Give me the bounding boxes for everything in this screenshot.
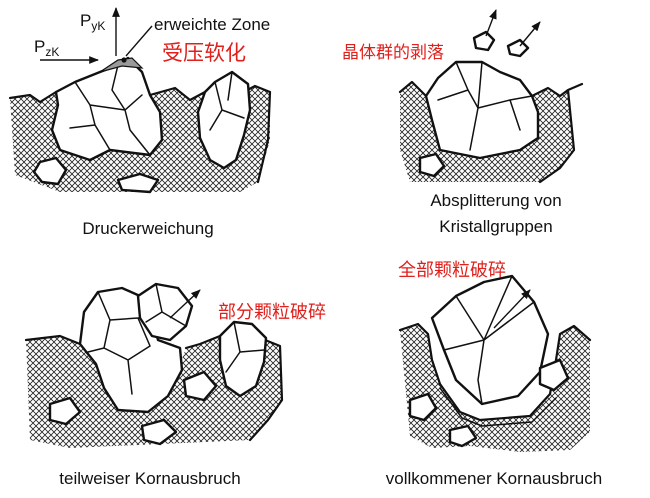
grain-right-cracks (225, 321, 265, 373)
binder-matrix (400, 324, 590, 452)
force-label-horizontal: PzK (34, 37, 59, 59)
grain-full-cracks (443, 275, 535, 405)
grain-group (424, 60, 540, 160)
grain-full-breakout (430, 274, 550, 406)
annotation-leader (125, 25, 153, 57)
annotation-cn-partial-breakout: 部分颗粒破碎 (218, 302, 326, 323)
splinter-arrow-2 (519, 21, 541, 47)
caption-vollkommener-kornausbruch: vollkommener Kornausbruch (386, 469, 602, 488)
grain-right (218, 320, 268, 398)
annotation-erweichte-zone: erweichte Zone (154, 15, 270, 34)
pore-2 (140, 418, 178, 446)
caption-absplitterung-line1: Absplitterung von (430, 191, 561, 210)
grain-right (196, 70, 252, 170)
breakout-arrow (169, 289, 201, 319)
grain-group-cracks (437, 61, 533, 151)
caption-druckerweichung: Druckerweichung (82, 219, 213, 238)
pore-3 (48, 396, 82, 426)
caption-absplitterung-line2: Kristallgruppen (439, 217, 552, 236)
grain-detached-cracks (145, 283, 187, 327)
pore-1 (32, 156, 68, 186)
splinter-1 (472, 30, 496, 52)
grain-cluster (78, 286, 184, 414)
binder-matrix (26, 334, 282, 448)
pore-2 (448, 424, 478, 448)
splinter-arrow-1 (485, 9, 497, 37)
softened-zone (99, 57, 144, 73)
binder-matrix (400, 82, 574, 182)
annotation-cn-spalling: 晶体群的剥落 (342, 43, 444, 63)
surface-line (398, 80, 584, 184)
grain-cluster-cracks (87, 291, 153, 395)
surface-line (24, 332, 284, 442)
softened-zone-point (121, 57, 127, 63)
pore-1 (408, 392, 438, 422)
surface-line-inner (439, 387, 557, 427)
force-label-vertical: PyK (80, 11, 105, 33)
annotation-cn-softening: 受压软化 (162, 41, 246, 65)
pore-2 (116, 172, 160, 194)
panel-vollkommener-kornausbruch: 全部颗粒破碎 vollkommener Kornausbruch (386, 260, 602, 488)
breakout-arrow (493, 289, 531, 329)
grain-cracks (69, 64, 151, 156)
panel-absplitterung: 晶体群的剥落 Absplitterung von Kristallgruppen (342, 9, 584, 236)
pore-1 (182, 370, 218, 402)
pore (418, 152, 446, 178)
panel-druckerweichung: PyK PzK erweichte Zone 受压软化 Druckerweich… (8, 7, 272, 238)
splinter-2 (506, 38, 530, 58)
annotation-cn-full-breakout: 全部颗粒破碎 (398, 260, 506, 281)
caption-teilweiser-kornausbruch: teilweiser Kornausbruch (59, 469, 240, 488)
pore-3 (538, 358, 570, 392)
surface-line (398, 322, 592, 422)
panel-teilweiser-kornausbruch: 部分颗粒破碎 teilweiser Kornausbruch (24, 282, 326, 488)
grain-right-cracks (209, 71, 245, 131)
